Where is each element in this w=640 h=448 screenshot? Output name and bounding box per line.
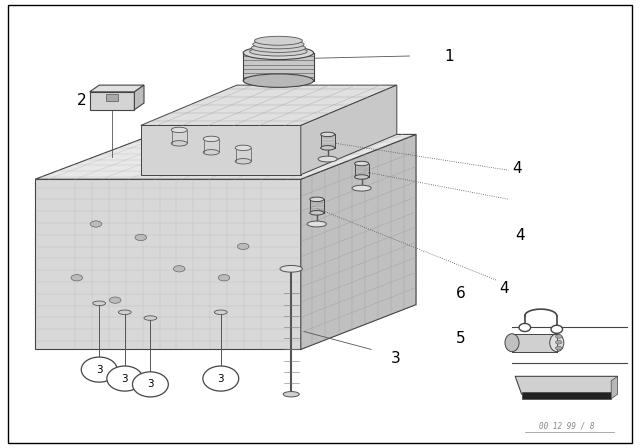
- Ellipse shape: [172, 141, 188, 146]
- Polygon shape: [301, 85, 397, 175]
- Ellipse shape: [214, 310, 227, 314]
- Ellipse shape: [90, 221, 102, 227]
- Ellipse shape: [250, 47, 307, 56]
- Ellipse shape: [321, 146, 335, 150]
- Ellipse shape: [352, 185, 371, 191]
- Ellipse shape: [204, 136, 219, 142]
- Ellipse shape: [505, 334, 519, 352]
- Text: 3: 3: [122, 374, 128, 383]
- Ellipse shape: [243, 74, 314, 87]
- Ellipse shape: [237, 243, 249, 250]
- Polygon shape: [35, 134, 416, 179]
- Text: 5: 5: [456, 331, 466, 346]
- Ellipse shape: [135, 234, 147, 241]
- Ellipse shape: [556, 335, 562, 338]
- Circle shape: [519, 323, 531, 332]
- Ellipse shape: [118, 310, 131, 314]
- Bar: [512, 334, 557, 352]
- Ellipse shape: [218, 275, 230, 281]
- Bar: [243, 53, 314, 81]
- Text: 4: 4: [499, 281, 509, 297]
- Text: 4: 4: [515, 228, 525, 243]
- Polygon shape: [106, 94, 118, 101]
- Ellipse shape: [318, 156, 337, 162]
- Polygon shape: [90, 92, 134, 110]
- Circle shape: [551, 325, 563, 333]
- Ellipse shape: [236, 159, 252, 164]
- Circle shape: [81, 357, 117, 382]
- Polygon shape: [90, 85, 144, 92]
- Ellipse shape: [321, 132, 335, 137]
- Ellipse shape: [93, 301, 106, 306]
- Text: 3: 3: [147, 379, 154, 389]
- Polygon shape: [301, 134, 416, 349]
- Polygon shape: [134, 85, 144, 110]
- Ellipse shape: [307, 221, 326, 227]
- Ellipse shape: [254, 36, 302, 45]
- Text: 6: 6: [456, 286, 466, 301]
- Ellipse shape: [71, 275, 83, 281]
- Text: 1: 1: [445, 48, 454, 64]
- Circle shape: [132, 372, 168, 397]
- Text: 3: 3: [218, 374, 224, 383]
- Ellipse shape: [173, 266, 185, 272]
- Ellipse shape: [556, 340, 562, 344]
- Circle shape: [107, 366, 143, 391]
- Ellipse shape: [253, 40, 304, 49]
- Polygon shape: [35, 179, 301, 349]
- Text: 3: 3: [390, 351, 400, 366]
- Ellipse shape: [109, 297, 121, 303]
- Ellipse shape: [310, 211, 324, 215]
- Text: 00 12 99 / 8: 00 12 99 / 8: [539, 422, 594, 431]
- Ellipse shape: [283, 392, 300, 397]
- Text: 3: 3: [96, 365, 102, 375]
- Ellipse shape: [355, 161, 369, 166]
- Ellipse shape: [144, 316, 157, 320]
- Circle shape: [203, 366, 239, 391]
- Polygon shape: [141, 85, 397, 125]
- Ellipse shape: [556, 346, 562, 350]
- Text: 4: 4: [512, 160, 522, 176]
- Ellipse shape: [550, 334, 564, 352]
- Ellipse shape: [355, 175, 369, 179]
- Ellipse shape: [236, 145, 252, 151]
- Polygon shape: [611, 376, 618, 399]
- Polygon shape: [522, 392, 611, 399]
- Text: 2: 2: [77, 93, 86, 108]
- Ellipse shape: [172, 127, 188, 133]
- Ellipse shape: [204, 150, 219, 155]
- Polygon shape: [141, 125, 301, 175]
- Ellipse shape: [280, 265, 302, 272]
- Ellipse shape: [310, 197, 324, 202]
- Ellipse shape: [243, 46, 314, 60]
- Ellipse shape: [251, 43, 306, 52]
- Polygon shape: [515, 376, 618, 394]
